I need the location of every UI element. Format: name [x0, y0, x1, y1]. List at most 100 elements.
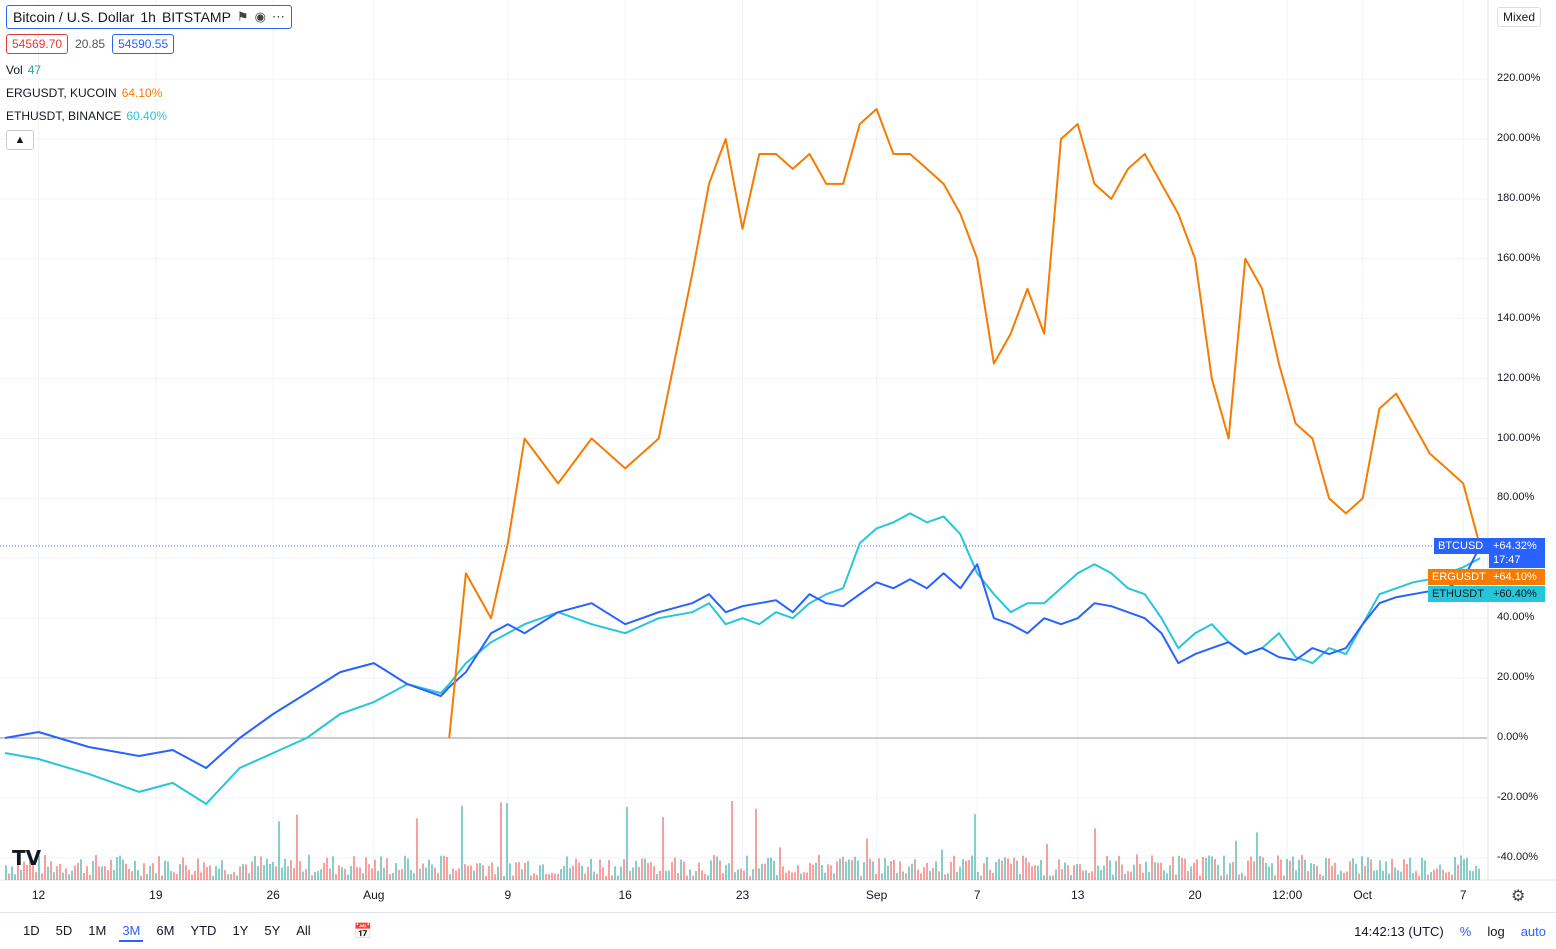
volume-bar — [1019, 873, 1021, 880]
volume-bar — [1115, 861, 1117, 880]
volume-bar — [329, 868, 331, 880]
x-tick-label: Oct — [1353, 888, 1372, 902]
volume-bar — [92, 861, 94, 880]
volume-bar — [47, 866, 49, 880]
volume-bar — [617, 875, 619, 880]
volume-bar — [164, 860, 166, 880]
volume-bar — [278, 821, 280, 880]
volume-bar — [1472, 871, 1474, 880]
volume-bar — [833, 873, 835, 880]
log-toggle[interactable]: log — [1487, 923, 1505, 939]
range-button-6m[interactable]: 6M — [156, 922, 175, 938]
y-tick-label: 40.00% — [1497, 611, 1535, 624]
volume-bar — [848, 859, 850, 880]
volume-bar — [1319, 874, 1321, 880]
x-tick-label: Aug — [363, 888, 385, 902]
auto-toggle[interactable]: auto — [1520, 923, 1546, 939]
volume-bar — [1253, 861, 1255, 880]
volume-bar — [1106, 855, 1108, 880]
eye-icon[interactable]: ◉ — [254, 9, 266, 24]
volume-bar — [1265, 862, 1267, 880]
volume-bar — [728, 863, 730, 880]
gear-icon[interactable]: ⚙ — [1511, 888, 1526, 905]
legend-row-volume[interactable]: Vol 47 — [6, 63, 292, 77]
volume-bar — [674, 857, 676, 880]
volume-bar — [491, 862, 493, 880]
volume-bar — [1187, 870, 1189, 880]
volume-bar — [443, 855, 445, 880]
volume-bar — [638, 866, 640, 880]
volume-bar — [140, 875, 142, 880]
volume-bar — [974, 814, 976, 880]
volume-bar — [614, 866, 616, 880]
volume-bar — [995, 861, 997, 880]
volume-bar — [509, 863, 511, 880]
volume-bar — [971, 855, 973, 880]
volume-bar — [17, 863, 19, 880]
volume-bar — [1331, 865, 1333, 880]
volume-bar — [1025, 857, 1027, 880]
bid-price[interactable]: 54569.70 — [6, 34, 69, 54]
flag-icon[interactable]: ⚑ — [236, 9, 249, 24]
volume-bar — [218, 868, 220, 880]
volume-bar — [521, 869, 523, 880]
volume-bar — [557, 873, 559, 880]
volume-bar — [1343, 872, 1345, 880]
volume-bar — [194, 870, 196, 880]
range-button-1m[interactable]: 1M — [88, 922, 107, 938]
tradingview-logo-icon[interactable]: TV — [12, 846, 42, 870]
calendar-icon[interactable]: 📅 — [353, 923, 373, 940]
volume-bar — [1076, 864, 1078, 880]
range-button-all[interactable]: All — [296, 922, 311, 938]
volume-bar — [1130, 871, 1132, 880]
volume-bar — [1295, 870, 1297, 880]
legend-row-ergusdt[interactable]: ERGUSDT, KUCOIN 64.10% — [6, 86, 292, 100]
volume-bar — [797, 865, 799, 880]
btc-name-badge: BTCUSD — [1434, 538, 1490, 554]
range-button-3m[interactable]: 3M — [119, 921, 144, 942]
comp1-value: 64.10% — [121, 86, 163, 100]
price-chart[interactable] — [0, 0, 1556, 912]
collapse-legend-button[interactable]: ▲ — [6, 130, 34, 150]
volume-bar — [803, 872, 805, 880]
volume-bar — [500, 802, 502, 880]
volume-bar — [512, 875, 514, 880]
volume-bar — [143, 863, 145, 880]
volume-bar — [398, 869, 400, 880]
volume-bar — [110, 859, 112, 880]
ask-price[interactable]: 54590.55 — [112, 34, 175, 54]
volume-bar — [1244, 875, 1246, 880]
symbol-title[interactable]: Bitcoin / U.S. Dollar 1h BITSTAMP ⚑ ◉ ⋯ — [6, 5, 292, 29]
volume-bar — [1424, 860, 1426, 880]
y-tick-label: 160.00% — [1497, 251, 1541, 264]
clock-label[interactable]: 14:42:13 (UTC) — [1354, 923, 1444, 939]
x-tick-label: 12 — [31, 888, 46, 902]
scale-mode-button[interactable]: Mixed — [1497, 7, 1542, 27]
more-icon[interactable]: ⋯ — [271, 9, 285, 24]
range-button-5y[interactable]: 5Y — [264, 922, 281, 938]
volume-bar — [902, 871, 904, 880]
y-tick-label: -40.00% — [1497, 850, 1538, 863]
volume-bar — [689, 869, 691, 880]
volume-bar — [764, 863, 766, 880]
x-tick-label: Sep — [865, 888, 888, 902]
volume-bar — [176, 874, 178, 880]
volume-bar — [170, 870, 172, 880]
range-button-1d[interactable]: 1D — [23, 922, 40, 938]
y-tick-label: 140.00% — [1497, 311, 1541, 324]
x-tick-label: 23 — [735, 888, 750, 902]
volume-bar — [77, 862, 79, 880]
volume-bar — [302, 871, 304, 880]
range-button-ytd[interactable]: YTD — [190, 922, 217, 938]
btc-value-badge: +64.32% 17:47 — [1489, 538, 1545, 568]
volume-bar — [692, 875, 694, 880]
volume-bar — [884, 858, 886, 880]
volume-bar — [347, 874, 349, 880]
volume-bar — [1013, 857, 1015, 880]
percent-toggle[interactable]: % — [1459, 923, 1472, 939]
range-button-1y[interactable]: 1Y — [232, 922, 249, 938]
legend-row-ethusdt[interactable]: ETHUSDT, BINANCE 60.40% — [6, 109, 292, 123]
volume-bar — [305, 869, 307, 880]
volume-bar — [1127, 871, 1129, 880]
range-button-5d[interactable]: 5D — [55, 922, 73, 938]
